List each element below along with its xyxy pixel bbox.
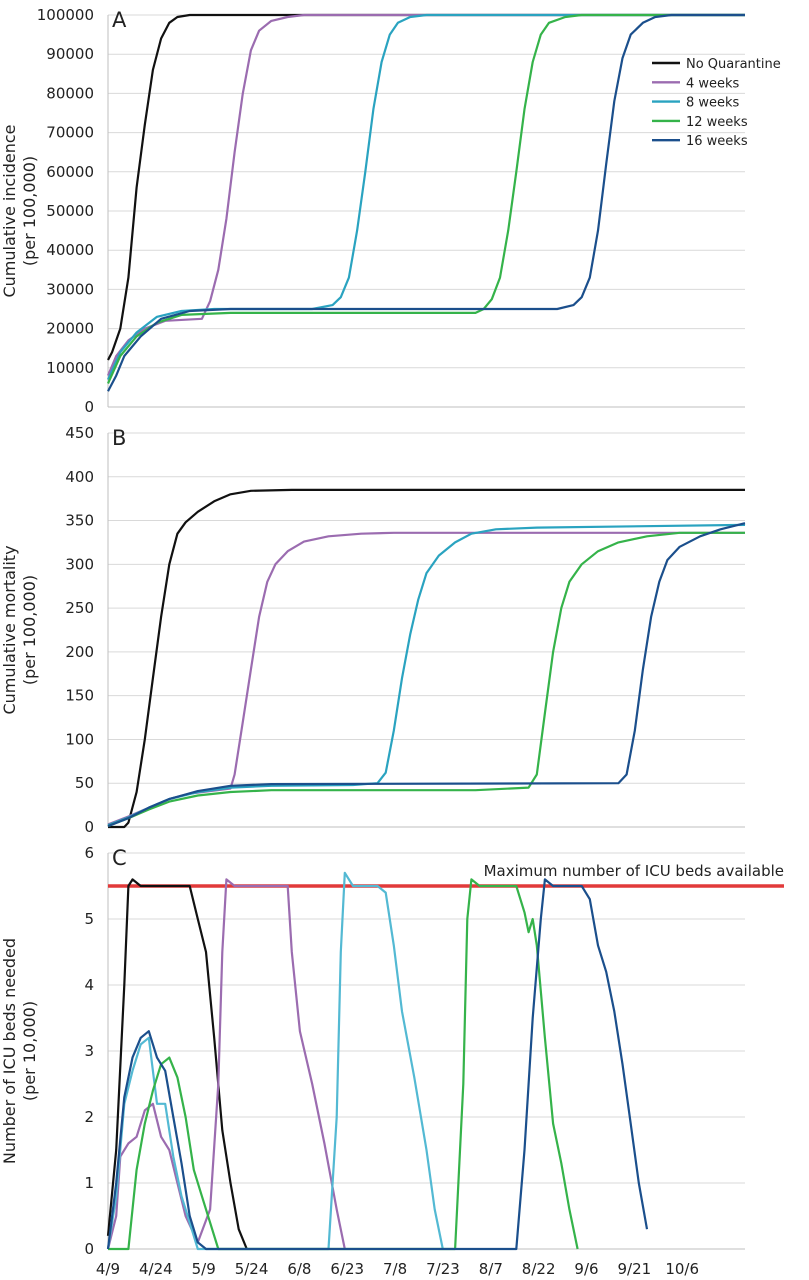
series-line-8-weeks — [106, 13, 745, 381]
y-tick-label: 450 — [65, 424, 94, 442]
legend-label: 12 weeks — [686, 115, 748, 130]
y-tick-label: 300 — [65, 555, 94, 573]
x-tick-label: 4/24 — [139, 1260, 173, 1278]
x-tick-label: 5/24 — [235, 1260, 269, 1278]
x-tick-label: 4/9 — [96, 1260, 120, 1278]
legend: No Quarantine 4 weeks 8 weeks 12 weeks 16 we… — [652, 57, 781, 149]
y-tick-label: 10000 — [46, 359, 94, 377]
legend-label: 4 weeks — [686, 76, 740, 91]
capacity-annotation: Maximum number of ICU beds available — [484, 862, 784, 880]
y-tick-label: 4 — [84, 976, 94, 994]
y-tick-label: 60000 — [46, 163, 94, 181]
series-line-16-weeks — [106, 878, 649, 1251]
y-tick-label: 1 — [84, 1174, 94, 1192]
y-axis-label-line: Cumulative mortality — [0, 545, 19, 714]
y-tick-label: 100 — [65, 730, 94, 748]
series-line-no-quarantine — [108, 488, 745, 829]
y-tick-label: 20000 — [46, 320, 94, 338]
x-tick-label: 8/22 — [522, 1260, 556, 1278]
y-tick-label: 70000 — [46, 124, 94, 142]
x-tick-label: 6/8 — [287, 1260, 311, 1278]
series-line-4-weeks — [106, 878, 346, 1250]
panel-label: C — [112, 846, 127, 870]
x-tick-label: 9/21 — [618, 1260, 652, 1278]
y-tick-label: 90000 — [46, 45, 94, 63]
y-axis-label: Cumulative mortality(per 100,000) — [0, 545, 39, 714]
y-tick-label: 0 — [84, 818, 94, 836]
x-tick-label: 7/23 — [426, 1260, 460, 1278]
y-axis-label: Number of ICU beds needed(per 10,000) — [0, 938, 39, 1164]
series-line-12-weeks — [107, 531, 745, 828]
y-tick-label: 250 — [65, 599, 94, 617]
y-tick-label: 350 — [65, 512, 94, 530]
series-line-16-weeks — [107, 522, 746, 828]
y-tick-label: 5 — [84, 910, 94, 928]
series-line-12-weeks — [108, 878, 579, 1251]
panel-a: 0 10000 20000 30000 40000 50000 60000 70000 8000… — [0, 6, 745, 416]
y-tick-label: 100000 — [37, 6, 94, 24]
y-tick-label: 6 — [84, 844, 94, 862]
series-line-4-weeks — [106, 13, 745, 377]
y-axis-label-line: Cumulative incidence — [0, 124, 19, 297]
panel-c: 0 1 2 3 4 5 6 C Number of ICU beds needed(per 10… — [0, 844, 784, 1258]
legend-label: 16 weeks — [686, 134, 748, 149]
y-tick-label: 50000 — [46, 202, 94, 220]
x-tick-label: 10/6 — [665, 1260, 699, 1278]
y-axis-label: Cumulative incidence(per 100,000) — [0, 124, 39, 297]
panel-label: B — [112, 426, 126, 450]
panel-label: A — [112, 8, 127, 32]
series-line-no-quarantine — [106, 878, 248, 1250]
y-axis-label-line: (per 100,000) — [20, 156, 39, 266]
x-tick-label: 8/7 — [479, 1260, 503, 1278]
y-tick-label: 40000 — [46, 241, 94, 259]
y-tick-label: 400 — [65, 468, 94, 486]
y-tick-label: 200 — [65, 643, 94, 661]
series-line-8-weeks — [107, 523, 746, 827]
y-tick-label: 0 — [84, 1240, 94, 1258]
x-tick-label: 7/8 — [383, 1260, 407, 1278]
y-tick-label: 150 — [65, 687, 94, 705]
y-tick-label: 80000 — [46, 84, 94, 102]
legend-label: 8 weeks — [686, 96, 740, 111]
y-tick-label: 50 — [75, 774, 94, 792]
x-tick-label: 6/23 — [330, 1260, 364, 1278]
y-axis-label-line: (per 100,000) — [20, 575, 39, 685]
y-tick-label: 0 — [84, 398, 94, 416]
y-tick-label: 30000 — [46, 280, 94, 298]
legend-label: No Quarantine — [686, 57, 781, 72]
y-axis-label-line: Number of ICU beds needed — [0, 938, 19, 1164]
panel-b: 0 50 100 150 200 250 300 350 400 450 B Cumulative m… — [0, 424, 746, 836]
y-tick-label: 2 — [84, 1108, 94, 1126]
series-line-no-quarantine — [107, 13, 745, 361]
x-tick-label: 5/9 — [192, 1260, 216, 1278]
y-tick-label: 3 — [84, 1042, 94, 1060]
y-axis-label-line: (per 10,000) — [20, 1001, 39, 1101]
x-tick-label: 9/6 — [574, 1260, 598, 1278]
series-line-16-weeks — [107, 13, 745, 392]
